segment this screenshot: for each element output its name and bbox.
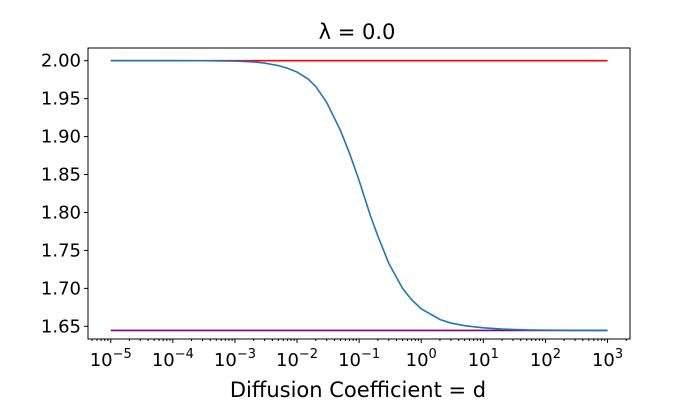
x-tick-label-base: 10 [406, 350, 429, 371]
x-tick-label-exponent: −2 [299, 347, 318, 362]
chart-title: λ = 0.0 [319, 20, 396, 44]
x-tick-label-exponent: 2 [553, 347, 561, 362]
x-tick-label-exponent: 0 [429, 347, 437, 362]
x-tick-label-exponent: −3 [237, 347, 256, 362]
x-tick-label-base: 10 [152, 350, 175, 371]
x-tick-label-base: 10 [468, 350, 491, 371]
y-tick-label: 1.65 [41, 316, 81, 337]
x-tick-label: 10−5 [90, 347, 132, 371]
x-tick-label: 101 [468, 347, 499, 371]
y-tick-label: 1.85 [41, 165, 81, 186]
x-tick-label: 102 [530, 347, 561, 371]
x-tick-label-base: 10 [214, 350, 237, 371]
x-tick-label-base: 10 [338, 350, 361, 371]
x-tick-label: 10−3 [214, 347, 256, 371]
series-line-3 [110, 59, 608, 332]
y-axis-ticks: 1.65 1.70 1.75 1.80 1.85 1.90 1.95 2.00 [41, 51, 88, 337]
y-tick-label: 1.95 [41, 89, 81, 110]
x-tick-label-exponent: 3 [615, 347, 623, 362]
x-axis-ticks: 10−5 10−4 10−3 10−2 10−1 100 101 102 103 [90, 339, 627, 371]
x-axis-label: Diffusion Coefficient = d [230, 378, 486, 400]
x-tick-label-exponent: −4 [175, 347, 194, 362]
x-tick-label-exponent: 1 [491, 347, 499, 362]
plot-frame [87, 47, 631, 340]
y-tick-label: 2.00 [41, 51, 81, 72]
y-tick-label: 1.70 [41, 278, 81, 299]
x-tick-label: 10−4 [152, 347, 194, 371]
x-tick-label-base: 10 [530, 350, 553, 371]
series-group [110, 59, 608, 332]
x-tick-label-exponent: −5 [113, 347, 132, 362]
x-tick-label: 10−1 [338, 347, 380, 371]
y-tick-label: 1.80 [41, 202, 81, 223]
x-tick-label: 103 [592, 347, 623, 371]
y-tick-label: 1.75 [41, 240, 81, 261]
x-tick-label-exponent: −1 [361, 347, 380, 362]
x-tick-label-base: 10 [592, 350, 615, 371]
x-tick-label: 10−2 [276, 347, 318, 371]
x-tick-label-base: 10 [90, 350, 113, 371]
y-tick-label: 1.90 [41, 127, 81, 148]
x-tick-label: 100 [406, 347, 437, 371]
x-tick-label-base: 10 [276, 350, 299, 371]
